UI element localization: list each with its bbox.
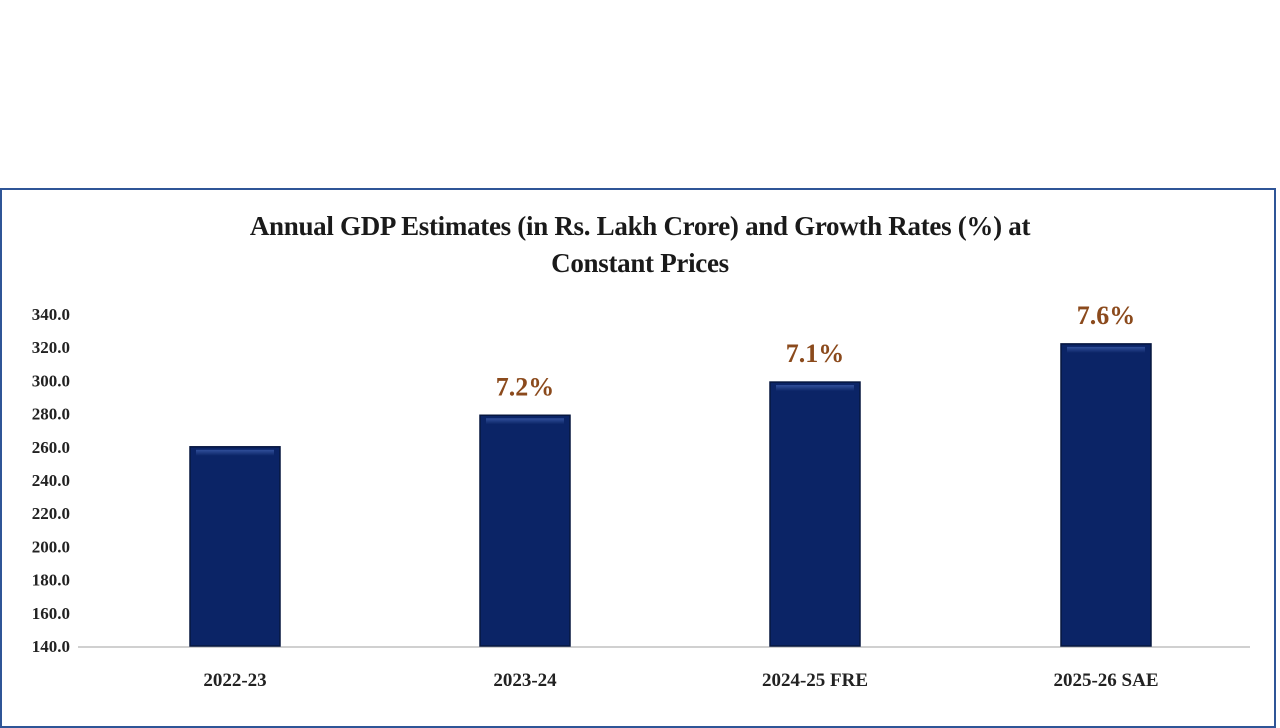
x-tick-label: 2024-25 FRE xyxy=(762,670,868,691)
bar xyxy=(769,381,861,647)
bar-bevel xyxy=(486,418,564,425)
chart-title-line-2: Constant Prices xyxy=(551,248,729,278)
bar-bevel xyxy=(1067,346,1145,353)
y-tick-label: 260.0 xyxy=(32,438,70,457)
y-tick-label: 300.0 xyxy=(32,371,70,390)
x-tick-label: 2022-23 xyxy=(203,670,266,691)
x-tick-label: 2023-24 xyxy=(493,670,557,691)
chart-title-line-1: Annual GDP Estimates (in Rs. Lakh Crore)… xyxy=(249,211,1031,241)
y-tick-label: 160.0 xyxy=(32,604,70,623)
bar-bevel xyxy=(776,385,854,392)
bar xyxy=(189,446,281,647)
y-tick-label: 200.0 xyxy=(32,537,70,556)
data-label: 7.1% xyxy=(786,339,845,368)
y-tick-label: 280.0 xyxy=(32,405,70,424)
data-label: 7.6% xyxy=(1077,301,1136,330)
x-tick-label: 2025-26 SAE xyxy=(1053,670,1158,691)
y-tick-label: 340.0 xyxy=(32,305,70,324)
bar-bevel xyxy=(196,449,274,456)
chart-title: Annual GDP Estimates (in Rs. Lakh Crore)… xyxy=(0,208,1280,282)
bar xyxy=(1060,343,1152,647)
y-tick-label: 240.0 xyxy=(32,471,70,490)
y-tick-label: 320.0 xyxy=(32,338,70,357)
data-label: 7.2% xyxy=(496,372,555,401)
y-tick-label: 140.0 xyxy=(32,637,70,656)
bar xyxy=(479,414,571,647)
y-tick-label: 220.0 xyxy=(32,504,70,523)
y-tick-label: 180.0 xyxy=(32,571,70,590)
